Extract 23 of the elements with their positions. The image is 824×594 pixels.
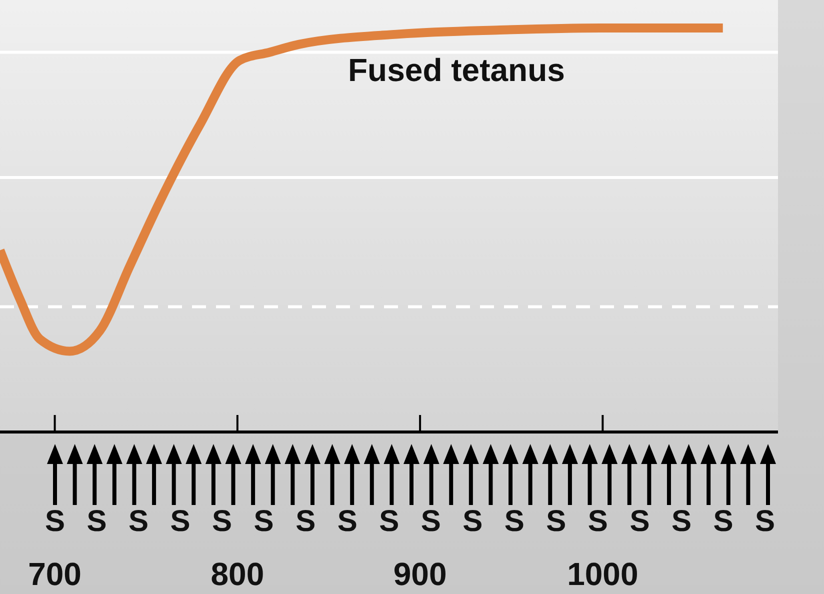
text: S — [670, 505, 692, 539]
x-tick-label: 800 — [210, 556, 264, 592]
text: S — [378, 505, 400, 539]
text: S — [586, 505, 609, 539]
text: S — [252, 505, 275, 539]
text: S — [503, 505, 526, 539]
text: S — [336, 505, 358, 539]
text: S — [294, 505, 317, 539]
text: S — [712, 505, 734, 539]
x-tick-label: 700 — [28, 556, 82, 592]
series-label: Fused tetanus — [348, 52, 565, 89]
text: S — [44, 505, 66, 539]
text: S — [462, 505, 484, 539]
text: S — [420, 505, 442, 539]
x-tick-label: 1000 — [567, 556, 638, 592]
text: S — [169, 505, 192, 539]
text: S — [86, 505, 108, 539]
text: S — [628, 505, 651, 539]
x-tick-label: 900 — [393, 556, 447, 592]
text: S — [211, 505, 234, 539]
text: S — [754, 505, 776, 539]
text: S — [545, 505, 568, 539]
text: S — [128, 505, 150, 539]
